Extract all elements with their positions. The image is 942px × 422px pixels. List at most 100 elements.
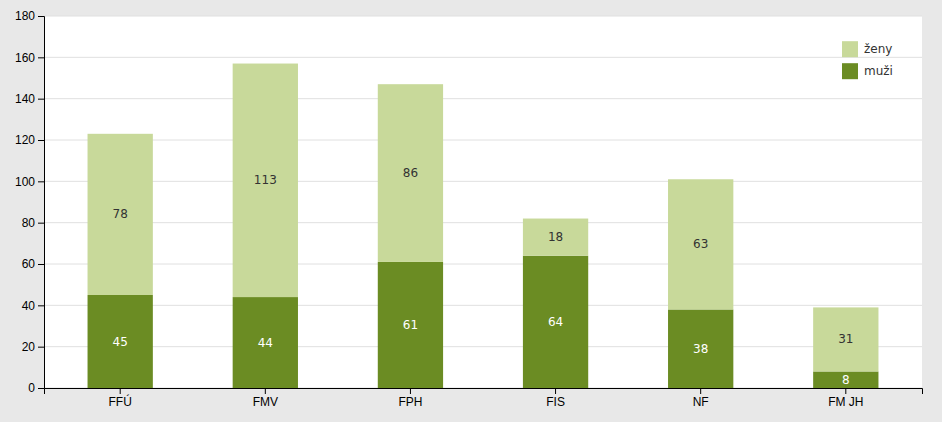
x-tick-label: FPH — [398, 395, 422, 409]
legend-swatch — [842, 63, 858, 79]
grid-line — [44, 346, 922, 347]
bar — [523, 219, 588, 256]
x-axis: FFÚ FMV FPH FIS NF FM JH — [45, 388, 923, 409]
y-tick-mark — [38, 16, 44, 17]
grid-line — [44, 222, 922, 223]
y-tick: 120 — [15, 133, 44, 147]
x-tick-label: FIS — [546, 395, 565, 409]
y-axis: 0 20 40 60 80 100 120 140 160 180 — [15, 9, 45, 395]
x-tick: FIS — [546, 388, 565, 409]
grid-line — [44, 57, 922, 58]
bar — [378, 262, 443, 388]
x-tick-label: FM JH — [828, 395, 863, 409]
grid — [44, 16, 922, 388]
x-tick-label: FFÚ — [109, 394, 132, 409]
legend: ženy muži — [842, 41, 893, 79]
x-tick-mark — [410, 388, 411, 394]
legend-label: muži — [864, 64, 893, 78]
legend-item: ženy — [842, 41, 892, 57]
x-tick: FFÚ — [109, 388, 132, 409]
plot-background — [44, 16, 922, 388]
data-label: 63 — [693, 237, 708, 251]
data-label: 38 — [693, 342, 708, 356]
y-tick: 40 — [22, 299, 44, 313]
plot: 45 44 61 64 38 8 78 113 86 18 63 31 0 20 40 60 80 100 120 1… — [15, 9, 923, 408]
y-tick: 140 — [15, 92, 44, 106]
x-axis-line — [45, 389, 923, 395]
grid-line — [44, 16, 922, 17]
grid-line — [44, 140, 922, 141]
y-tick-label: 140 — [15, 92, 35, 106]
bar — [378, 84, 443, 262]
grid-line — [44, 305, 922, 306]
data-label: 45 — [113, 335, 128, 349]
y-tick-label: 60 — [22, 257, 36, 271]
y-tick-label: 0 — [28, 381, 35, 395]
chart: 45 44 61 64 38 8 78 113 86 18 63 31 0 20 40 60 80 100 120 1… — [0, 0, 942, 422]
bar — [668, 179, 733, 309]
legend-swatch — [842, 41, 858, 57]
data-label: 31 — [838, 332, 853, 346]
legend-label: ženy — [864, 42, 892, 56]
bar — [233, 297, 298, 388]
y-tick-label: 40 — [22, 299, 36, 313]
y-tick-mark — [38, 181, 44, 182]
y-tick-mark — [38, 140, 44, 141]
y-tick: 180 — [15, 9, 44, 23]
grid-line — [44, 264, 922, 265]
y-tick: 80 — [22, 216, 44, 230]
data-label: 113 — [254, 173, 277, 187]
y-tick-label: 180 — [15, 9, 35, 23]
y-tick-label: 100 — [15, 175, 35, 189]
y-tick: 160 — [15, 51, 44, 65]
y-tick-label: 20 — [22, 340, 36, 354]
bar — [88, 295, 153, 388]
y-tick-mark — [38, 305, 44, 306]
y-tick: 0 — [28, 381, 44, 395]
bar-series — [88, 64, 879, 372]
bar — [813, 307, 878, 371]
y-axis-line — [38, 17, 45, 389]
y-tick-label: 80 — [22, 216, 36, 230]
bar — [668, 309, 733, 388]
bar-series — [88, 256, 879, 388]
y-tick-mark — [38, 347, 44, 348]
y-tick-mark — [38, 264, 44, 265]
bars — [88, 64, 879, 388]
data-label-series: 78 113 86 18 63 31 — [113, 166, 854, 346]
x-tick-mark — [845, 388, 846, 394]
x-tick-mark — [555, 388, 556, 394]
x-tick: FPH — [398, 388, 422, 409]
data-label: 44 — [258, 336, 273, 350]
y-tick-label: 160 — [15, 51, 35, 65]
y-tick: 20 — [22, 340, 44, 354]
x-tick: NF — [693, 388, 709, 409]
x-tick: FM JH — [828, 388, 863, 409]
x-tick-mark — [700, 388, 701, 394]
y-tick-label: 120 — [15, 133, 35, 147]
bar — [523, 256, 588, 388]
data-label: 86 — [403, 166, 418, 180]
grid-line — [44, 98, 922, 99]
x-tick: FMV — [253, 388, 278, 409]
grid-line — [44, 181, 922, 182]
bar — [233, 64, 298, 298]
data-label: 61 — [403, 318, 418, 332]
y-tick-mark — [38, 57, 44, 58]
legend-item: muži — [842, 63, 893, 79]
x-tick-mark — [120, 388, 121, 394]
data-label: 78 — [113, 207, 128, 221]
data-label: 18 — [548, 230, 563, 244]
data-label-series: 45 44 61 64 38 8 — [113, 315, 850, 387]
y-tick-mark — [38, 388, 44, 389]
x-tick-label: FMV — [253, 395, 278, 409]
bar — [88, 134, 153, 295]
y-tick: 60 — [22, 257, 44, 271]
y-tick-mark — [38, 223, 44, 224]
data-labels: 45 44 61 64 38 8 78 113 86 18 63 31 — [113, 166, 854, 387]
y-tick: 100 — [15, 175, 44, 189]
x-tick-label: NF — [693, 395, 709, 409]
data-label: 64 — [548, 315, 563, 329]
y-tick-mark — [38, 99, 44, 100]
data-label: 8 — [842, 373, 850, 387]
